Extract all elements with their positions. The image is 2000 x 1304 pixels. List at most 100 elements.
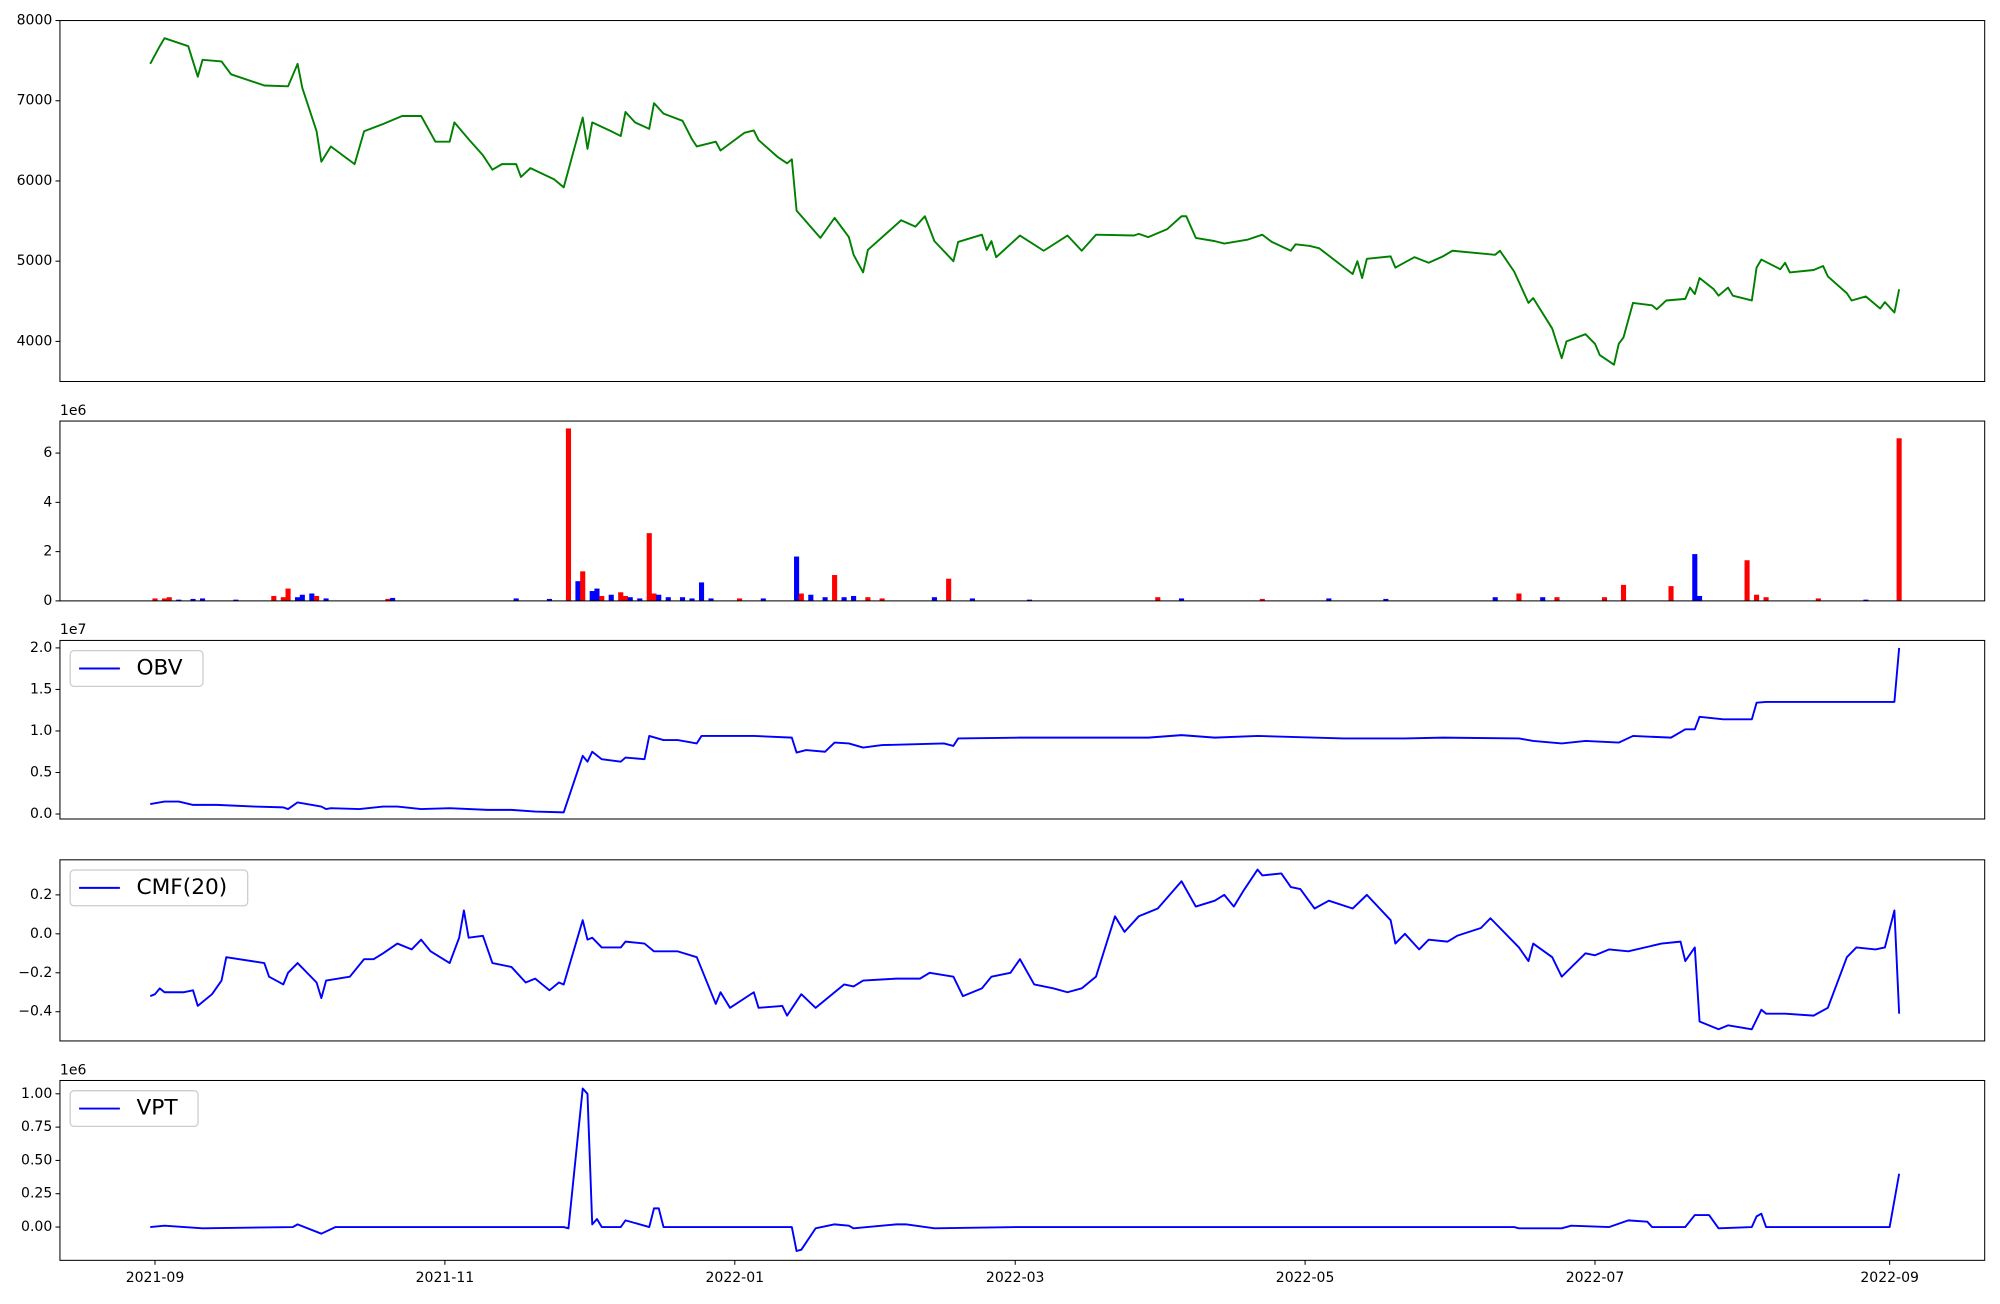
bar [295,597,301,601]
bar [1668,586,1674,601]
bar [233,599,239,601]
bar [280,597,286,601]
offset-text: 1e7 [60,622,86,638]
y-tick-label: 0.0 [30,806,52,822]
bar [1754,594,1760,601]
bar [589,591,595,601]
bar [594,588,600,601]
bar [646,533,652,601]
bar [841,597,847,601]
bar [656,594,662,601]
bar [1763,597,1769,601]
offset-text: 1e6 [60,1062,87,1078]
x-tick-label: 2021-09 [126,1270,185,1286]
bar [299,594,305,601]
bar [323,598,329,601]
bar [1540,597,1546,601]
bar [689,598,695,601]
bar [708,598,714,601]
legend-box [69,650,204,687]
bar [627,597,633,601]
y-tick-label: 0.00 [21,1219,52,1235]
bar [1026,599,1033,601]
y-tick-label: 0.5 [30,764,52,780]
bar [161,598,168,601]
x-tick-label: 2022-01 [706,1270,765,1286]
bar [599,595,605,601]
y-tick-label: 1.00 [21,1086,52,1102]
bar [879,598,885,601]
y-tick-label: 6000 [17,173,53,189]
y-tick-label: 0.0 [30,926,52,942]
y-tick-label: 4000 [17,333,53,349]
y-tick-label: 1.0 [30,723,52,739]
y-tick-label: 0.50 [21,1152,52,1168]
bar [385,598,391,601]
axes-frame [59,20,1986,383]
bar [199,598,206,601]
bar [622,595,629,601]
bar [176,599,182,601]
y-tick-label: 7000 [17,93,53,109]
bar [618,592,624,601]
x-tick-label: 2022-07 [1566,1270,1625,1286]
y-tick-label: 0.2 [30,887,52,903]
bar [931,597,937,601]
bar [575,581,581,601]
y-tick-label: 0.75 [21,1119,52,1135]
bar [309,593,315,601]
bar [865,597,871,601]
bar [1863,599,1869,601]
bar [637,598,643,601]
x-tick-label: 2022-03 [986,1270,1045,1286]
bar [271,595,277,601]
bar [580,571,586,601]
bar [1815,598,1821,601]
bar [651,593,657,601]
legend-label: VPT [136,1096,178,1121]
y-tick-label: 5000 [17,253,53,269]
bar [1492,597,1498,601]
bar [1696,595,1703,601]
axes-frame [59,639,1986,820]
bar [679,597,686,601]
y-tick-label: 2 [43,544,52,560]
bar [1554,597,1560,601]
line [149,37,1901,366]
y-tick-label: 1.5 [30,681,52,697]
bar [851,595,857,601]
y-tick-label: 0 [43,593,52,609]
bar [798,593,804,601]
bar [190,598,196,601]
bar [565,428,572,601]
axes-frame [59,420,1986,602]
bar [794,556,800,601]
bar [969,598,975,601]
y-tick-label: −0.2 [18,965,52,981]
legend-box [69,1090,199,1128]
bar [1601,597,1608,601]
y-tick-label: −0.4 [18,1004,52,1020]
bar [1155,597,1161,601]
bar [1620,584,1627,601]
bar [808,594,814,601]
bar [760,598,766,601]
y-tick-label: 8000 [17,13,53,29]
axes-frame [59,859,1986,1042]
bar [314,595,320,601]
offset-text: 1e6 [60,403,87,419]
bar [1326,598,1332,601]
x-tick-label: 2022-05 [1276,1270,1335,1286]
y-tick-label: 6 [43,445,52,461]
bar [946,578,952,601]
legend-label: OBV [136,655,182,680]
bar [1744,560,1750,601]
legend-box [69,869,249,907]
bar [698,582,705,601]
bar [822,597,828,601]
axes-frame [59,1079,1986,1261]
bar [736,598,743,601]
bar [390,597,396,601]
